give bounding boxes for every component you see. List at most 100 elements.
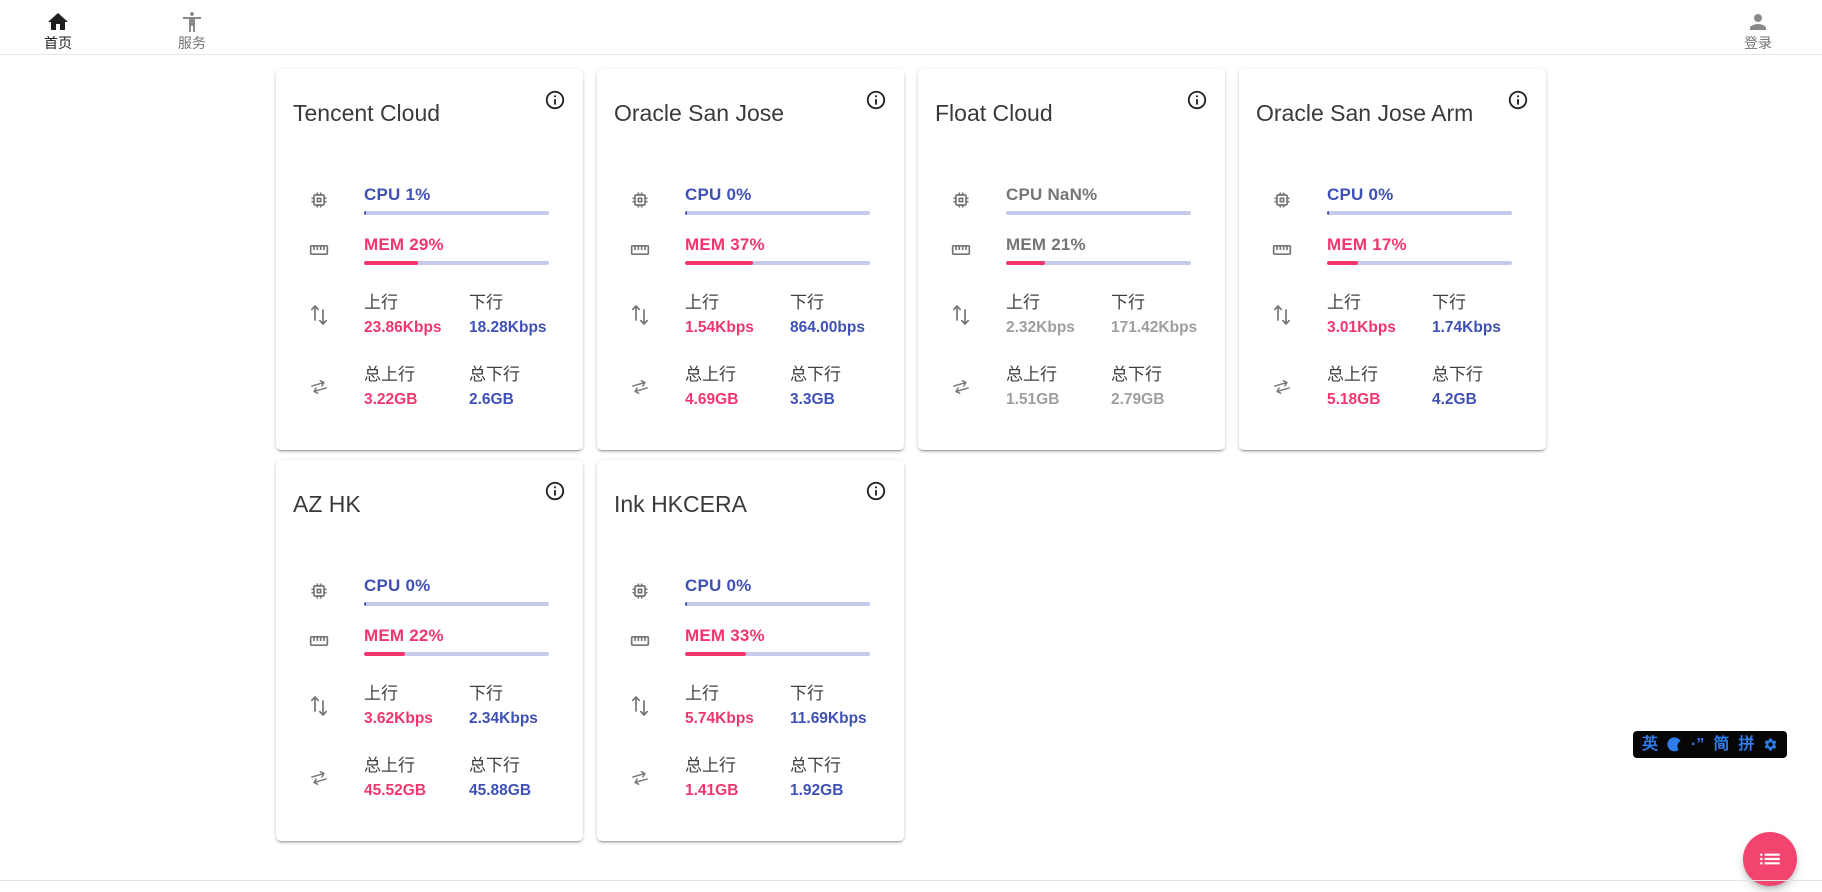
upload-label: 上行 [685, 684, 719, 703]
total-upload-label: 总上行 [685, 756, 736, 775]
crescent-moon-icon[interactable] [1667, 737, 1682, 752]
mem-label: MEM [364, 235, 405, 254]
gear-icon[interactable] [1763, 737, 1778, 752]
mem-label: MEM [1327, 235, 1368, 254]
server-list-fab[interactable] [1743, 832, 1797, 886]
cpu-value: 0% [405, 576, 431, 595]
cpu-value: 0% [1368, 185, 1394, 204]
cpu-value: 0% [726, 576, 752, 595]
up-down-arrows-icon [951, 302, 971, 328]
mem-label: MEM [364, 626, 405, 645]
total-download-value: 45.88GB [469, 782, 532, 799]
info-button[interactable] [864, 89, 888, 113]
info-button[interactable] [543, 89, 567, 113]
ime-charset-mode[interactable]: 简 [1713, 736, 1730, 753]
cpu-progress-bar [364, 602, 549, 606]
upload-value: 1.54Kbps [685, 319, 754, 336]
net-total-row: 总上行 5.18GB 总下行 4.2GB [1239, 364, 1546, 409]
info-button[interactable] [543, 480, 567, 504]
total-download-label: 总下行 [469, 756, 520, 775]
cpu-value: 1% [405, 185, 431, 204]
total-download-value: 4.2GB [1432, 391, 1477, 408]
swap-arrows-icon [309, 768, 329, 788]
net-total-row: 总上行 1.41GB 总下行 1.92GB [597, 755, 904, 800]
ruler-icon [630, 631, 650, 651]
mem-value: 17% [1372, 235, 1407, 254]
person-icon [1750, 13, 1766, 30]
cpu-value: 0% [726, 185, 752, 204]
upload-value: 2.32Kbps [1006, 319, 1075, 336]
server-name: Tencent Cloud [293, 100, 441, 126]
mem-value: 29% [409, 235, 444, 254]
download-value: 2.34Kbps [469, 710, 538, 727]
total-download-value: 3.3GB [790, 391, 835, 408]
server-name: Float Cloud [935, 100, 1053, 126]
total-download-value: 2.79GB [1111, 391, 1165, 408]
up-down-arrows-icon [630, 302, 650, 328]
cpu-chip-icon [951, 190, 971, 210]
mem-progress-bar [364, 652, 549, 656]
mem-value: 22% [409, 626, 444, 645]
cpu-row: CPU 0% [1239, 185, 1546, 215]
info-button[interactable] [1185, 89, 1209, 113]
nav-item-home[interactable]: 首页 [34, 4, 82, 51]
cpu-label: CPU [685, 576, 722, 595]
ime-toolbar: 英 ·” 简 拼 [1633, 731, 1788, 758]
total-upload-label: 总上行 [685, 365, 736, 384]
footer-divider [0, 880, 1822, 881]
up-down-arrows-icon [309, 302, 329, 328]
net-total-row: 总上行 45.52GB 总下行 45.88GB [276, 755, 583, 800]
server-name: AZ HK [293, 491, 361, 517]
up-down-arrows-icon [309, 693, 329, 719]
ime-lang-mode[interactable]: 英 [1642, 736, 1659, 753]
total-download-label: 总下行 [1111, 365, 1162, 384]
info-button[interactable] [1506, 89, 1530, 113]
server-card-float-cloud: Float Cloud CPU NaN% MEM 21% [918, 69, 1225, 450]
top-nav: 首页 服务 登录 [0, 0, 1822, 55]
cpu-row: CPU 0% [276, 576, 583, 606]
up-down-arrows-icon [1272, 302, 1292, 328]
mem-row: MEM 22% [276, 626, 583, 656]
net-speed-row: 上行 1.54Kbps 下行 864.00bps [597, 292, 904, 337]
info-button[interactable] [864, 480, 888, 504]
nav-item-services[interactable]: 服务 [168, 4, 216, 51]
total-upload-label: 总上行 [1327, 365, 1378, 384]
total-upload-label: 总上行 [364, 365, 415, 384]
list-icon [1760, 853, 1780, 865]
swap-arrows-icon [630, 768, 650, 788]
ime-input-method[interactable]: 拼 [1738, 736, 1755, 753]
nav-item-login[interactable]: 登录 [1734, 4, 1782, 51]
cpu-row: CPU 1% [276, 185, 583, 215]
ime-punctuation-mode[interactable]: ·” [1691, 736, 1705, 753]
net-total-row: 总上行 4.69GB 总下行 3.3GB [597, 364, 904, 409]
server-name: Oracle San Jose Arm [1256, 100, 1474, 126]
home-icon [48, 12, 68, 30]
nav-home-label: 首页 [44, 34, 72, 51]
download-label: 下行 [469, 293, 503, 312]
info-icon [866, 90, 886, 110]
cpu-label: CPU [364, 185, 401, 204]
mem-value: 21% [1051, 235, 1086, 254]
total-upload-value: 4.69GB [685, 391, 739, 408]
cpu-row: CPU 0% [597, 185, 904, 215]
cpu-label: CPU [364, 576, 401, 595]
mem-row: MEM 33% [597, 626, 904, 656]
cpu-progress-bar [1006, 211, 1191, 215]
mem-progress-bar [1327, 261, 1512, 265]
total-upload-value: 1.51GB [1006, 391, 1060, 408]
cpu-label: CPU [685, 185, 722, 204]
net-total-row: 总上行 3.22GB 总下行 2.6GB [276, 364, 583, 409]
swap-arrows-icon [630, 377, 650, 397]
nav-login-label: 登录 [1744, 34, 1772, 51]
cpu-label: CPU [1327, 185, 1364, 204]
upload-label: 上行 [1327, 293, 1361, 312]
ruler-icon [309, 631, 329, 651]
server-name: Ink HKCERA [614, 491, 747, 517]
cpu-progress-bar [364, 211, 549, 215]
cpu-chip-icon [630, 581, 650, 601]
total-download-value: 2.6GB [469, 391, 514, 408]
mem-progress-bar [1006, 261, 1191, 265]
total-upload-value: 45.52GB [364, 782, 427, 799]
cpu-value: NaN% [1047, 185, 1098, 204]
net-speed-row: 上行 5.74Kbps 下行 11.69Kbps [597, 683, 904, 728]
